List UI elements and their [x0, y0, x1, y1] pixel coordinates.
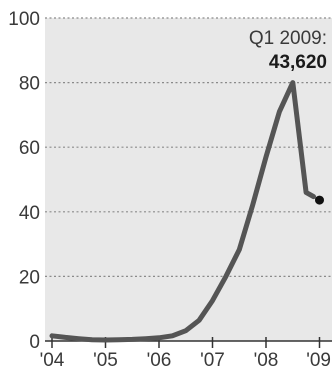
y-tick-label: 100	[8, 9, 40, 30]
annotation-value: 43,620	[269, 52, 327, 73]
x-tick-label: '04	[40, 350, 65, 371]
annotation-label: Q1 2009:	[249, 28, 327, 49]
x-tick-label: '07	[200, 350, 225, 371]
y-tick-label: 60	[19, 138, 40, 159]
gridlines	[45, 17, 332, 277]
latest-value-marker	[315, 195, 324, 205]
y-tick-label: 20	[19, 267, 40, 288]
x-axis-ticks: '04 '05 '06 '07 '08 '09	[40, 337, 331, 371]
y-tick-label: 80	[19, 74, 40, 95]
y-axis-tick-labels: 0 20 40 60 80 100	[8, 9, 40, 353]
series-line	[49, 80, 316, 343]
x-tick-label: '05	[93, 350, 118, 371]
plot-area-background	[45, 18, 332, 341]
y-tick-label: 0	[29, 332, 40, 353]
x-tick-label: '06	[147, 350, 172, 371]
x-tick-label: '08	[254, 350, 279, 371]
y-tick-label: 40	[19, 203, 40, 224]
x-tick-label: '09	[306, 350, 331, 371]
